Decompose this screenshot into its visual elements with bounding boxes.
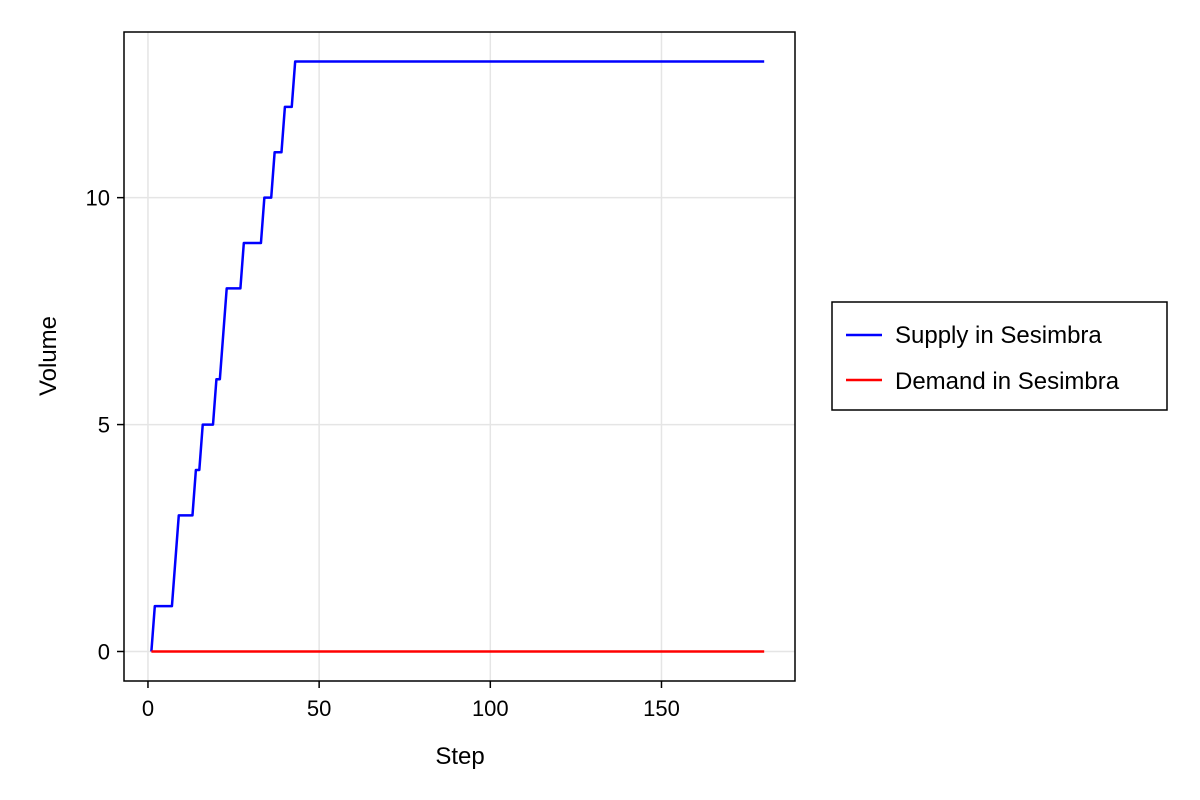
- x-tick-label: 50: [307, 696, 331, 721]
- legend-label-demand: Demand in Sesimbra: [895, 368, 1120, 395]
- legend-frame: [831, 301, 1168, 411]
- series-lines: [150, 60, 765, 653]
- y-tick-label: 10: [86, 186, 110, 211]
- grid-lines: [124, 32, 795, 681]
- y-axis-label: Volume: [35, 316, 62, 396]
- x-tick-label: 100: [472, 696, 509, 721]
- y-tick-label: 0: [98, 640, 110, 665]
- y-tick-label: 5: [98, 413, 110, 438]
- x-tick-label: 0: [142, 696, 154, 721]
- legend-label-supply: Supply in Sesimbra: [895, 322, 1102, 349]
- x-tick-label: 150: [643, 696, 680, 721]
- series-line-supply: [150, 60, 765, 652]
- x-axis-label: Step: [435, 743, 484, 770]
- legend: Supply in Sesimbra Demand in Sesimbra: [831, 301, 1168, 411]
- axis-ticks: [117, 196, 663, 688]
- x-tick-labels: 0 50 100 150: [142, 696, 680, 721]
- y-tick-labels: 0 5 10: [86, 186, 110, 665]
- plot-frame: [123, 31, 796, 682]
